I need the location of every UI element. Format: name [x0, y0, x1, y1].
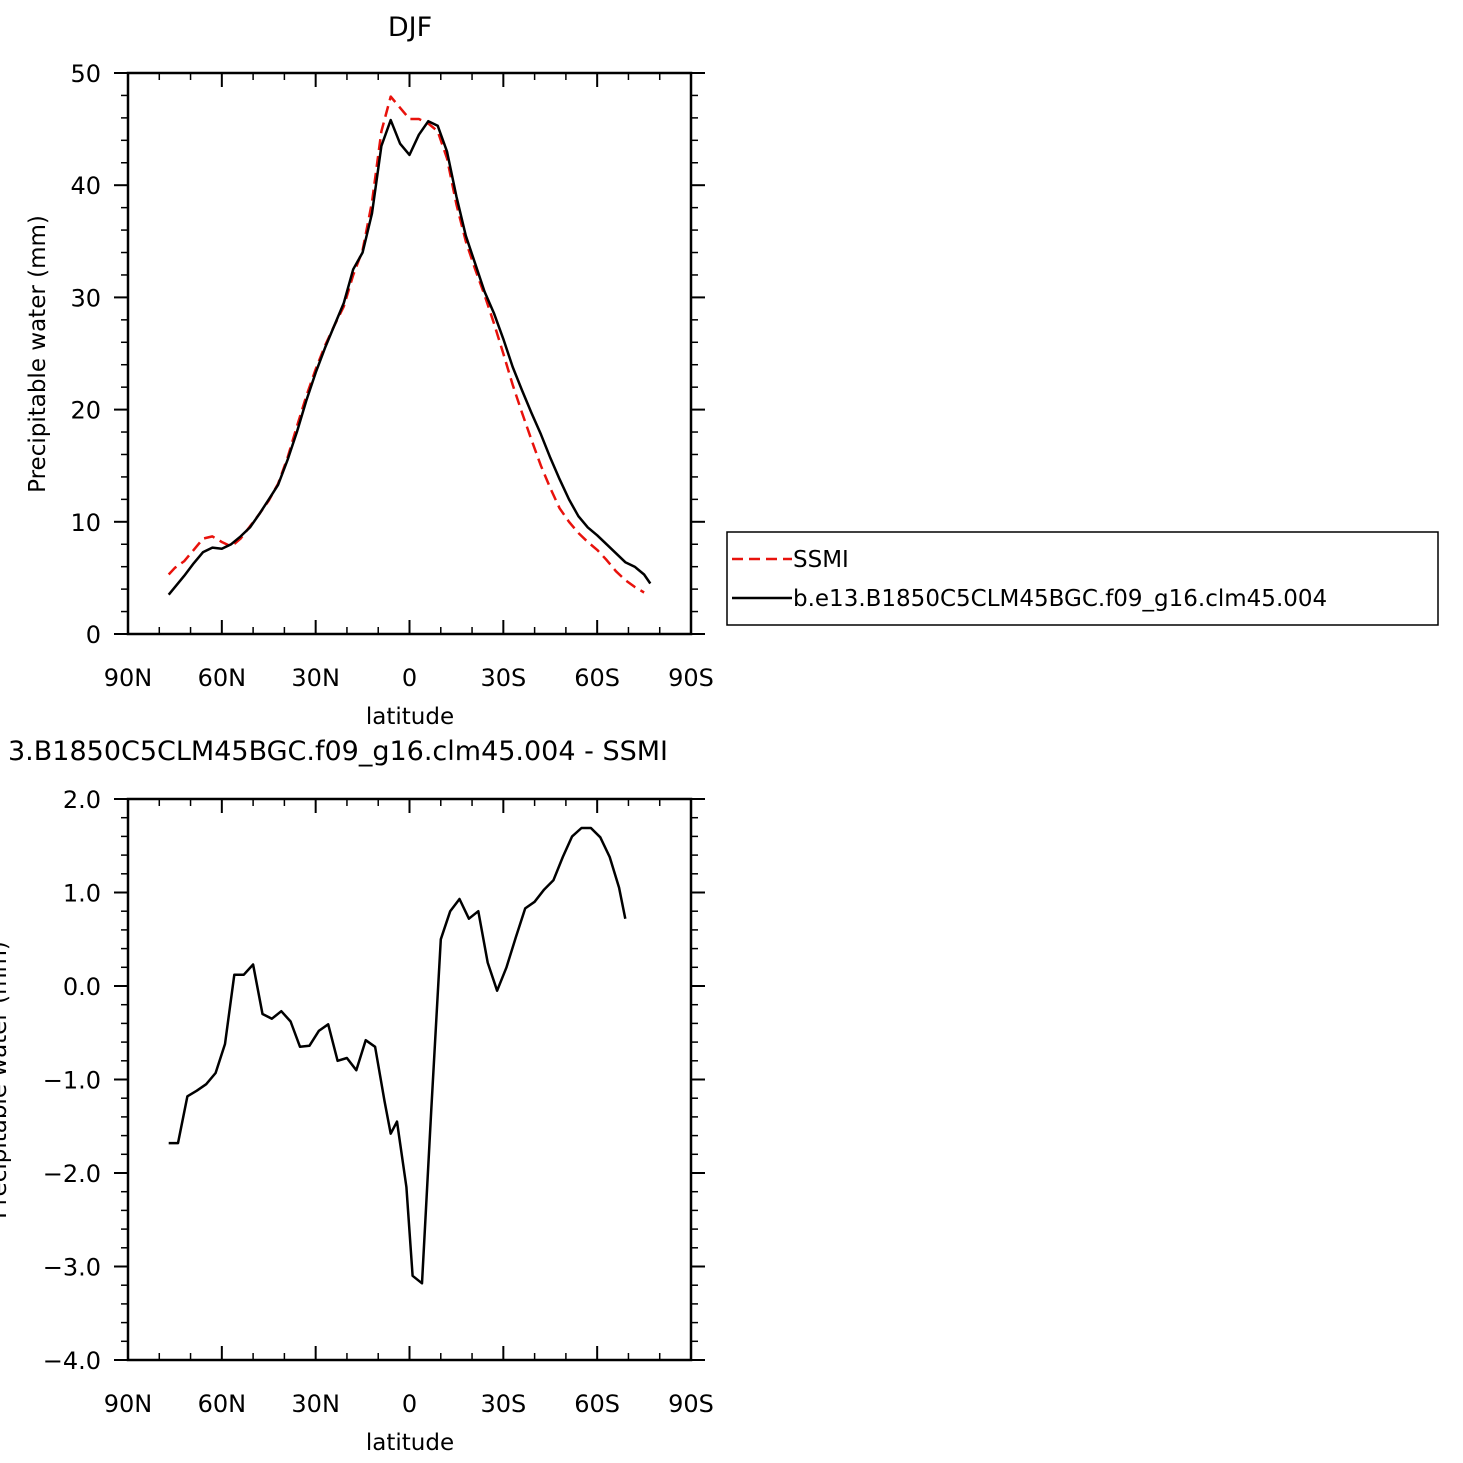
top-x-tick-label: 30S — [480, 664, 526, 692]
bottom-panel: 3.B1850C5CLM45BGC.f09_g16.clm45.004 - SS… — [0, 736, 714, 1456]
bottom-plot-marks: 90N 60N 30N 0 30S 60S 90S −4.0 −3.0 −2.0 −1.0 0.0 1.… — [43, 786, 714, 1418]
top-plot-frame — [126, 71, 693, 636]
top-y-tick-label: 30 — [70, 284, 101, 312]
top-y-tick-label: 20 — [70, 397, 101, 425]
bottom-y-tick-label: 2.0 — [63, 786, 101, 814]
bottom-x-tick-label: 0 — [402, 1390, 417, 1418]
bottom-y-tick-label: −2.0 — [43, 1160, 101, 1188]
top-series-line-1 — [167, 118, 652, 596]
top-y-tick-label: 0 — [86, 621, 101, 649]
top-x-tick-label: 60N — [198, 664, 247, 692]
top-x-tick-label: 90S — [668, 664, 714, 692]
bottom-series-line-0 — [168, 826, 627, 1285]
top-plot-marks: 90N 60N 30N 0 30S 60S 90S 0 10 20 30 40 50 — [70, 60, 713, 692]
top-y-tick-label: 50 — [70, 60, 101, 88]
bottom-y-tick-label: −3.0 — [43, 1254, 101, 1282]
bottom-y-tick-label: −1.0 — [43, 1067, 101, 1095]
top-x-tick-label: 90N — [104, 664, 153, 692]
bottom-x-axis-label: latitude — [366, 1430, 454, 1456]
bottom-y-tick-label: 0.0 — [63, 973, 101, 1001]
top-series-line-0 — [167, 95, 645, 594]
top-x-tick-label: 30N — [291, 664, 340, 692]
top-x-tick-label: 60S — [574, 664, 620, 692]
bottom-x-tick-label: 60N — [198, 1390, 247, 1418]
bottom-y-axis-label-clip: Precipitable water (mm) — [0, 941, 12, 1219]
bottom-x-tick-label: 60S — [574, 1390, 620, 1418]
top-y-tick-label: 40 — [70, 172, 101, 200]
bottom-x-tick-label: 30N — [291, 1390, 340, 1418]
legend-label-ssmi: SSMI — [793, 547, 849, 573]
bottom-x-tick-label: 90N — [104, 1390, 153, 1418]
top-y-tick-label: 10 — [70, 509, 101, 537]
top-panel: DJF 90N 60N 30N 0 30S 60S 90S 0 10 20 30 40 50 latit… — [25, 12, 714, 730]
bottom-chart-title: 3.B1850C5CLM45BGC.f09_g16.clm45.004 - SS… — [8, 736, 668, 767]
legend-label-model: b.e13.B1850C5CLM45BGC.f09_g16.clm45.004 — [793, 586, 1327, 612]
bottom-x-tick-label: 30S — [480, 1390, 526, 1418]
top-y-axis-label: Precipitable water (mm) — [25, 215, 51, 493]
top-x-tick-label: 0 — [402, 664, 417, 692]
top-chart-title: DJF — [388, 12, 432, 43]
bottom-y-tick-label: −4.0 — [43, 1347, 101, 1375]
top-x-axis-label: latitude — [366, 704, 454, 730]
bottom-y-axis-label: Precipitable water (mm) — [0, 941, 12, 1219]
bottom-plot-frame — [126, 797, 693, 1362]
legend-box — [726, 531, 1439, 626]
legend: SSMI b.e13.B1850C5CLM45BGC.f09_g16.clm45… — [726, 531, 1439, 626]
bottom-y-tick-label: 1.0 — [63, 880, 101, 908]
bottom-x-tick-label: 90S — [668, 1390, 714, 1418]
